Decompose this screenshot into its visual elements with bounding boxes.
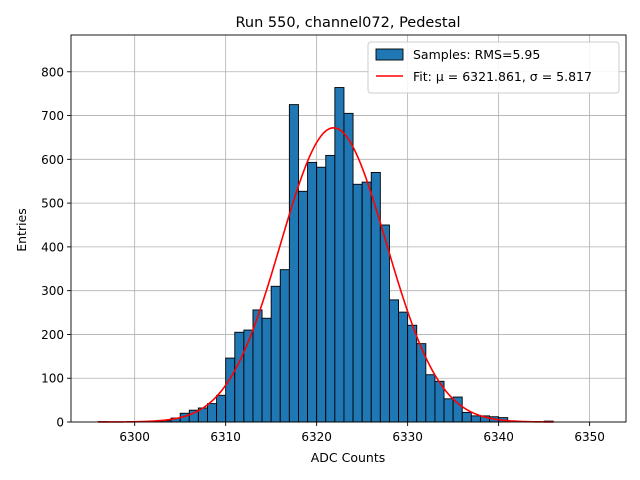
legend: Samples: RMS=5.95 Fit: μ = 6321.861, σ =… xyxy=(367,41,620,94)
histogram-bar xyxy=(307,161,318,423)
x-tick-label: 6340 xyxy=(483,430,514,444)
histogram-bar xyxy=(316,166,327,423)
legend-samples-label: Samples: RMS=5.95 xyxy=(413,47,540,62)
x-tick-label: 6330 xyxy=(392,430,423,444)
legend-samples-swatch xyxy=(375,48,404,61)
legend-box xyxy=(367,41,620,94)
histogram-bar xyxy=(470,415,481,423)
x-tick-label: 6300 xyxy=(119,430,150,444)
histogram-bar xyxy=(270,285,281,423)
histogram-bar xyxy=(352,183,363,423)
histogram-bar xyxy=(288,104,299,423)
plot-frame xyxy=(70,34,627,423)
histogram-bar xyxy=(261,317,272,423)
histogram-bar xyxy=(225,357,236,423)
x-tick-label: 6320 xyxy=(301,430,332,444)
chart-title: Run 550, channel072, Pedestal xyxy=(235,15,460,31)
y-tick-label: 200 xyxy=(41,328,64,342)
histogram-bar xyxy=(407,324,418,423)
histogram-bar xyxy=(443,398,454,423)
x-axis-ticks: 6300 6310 6320 6330 6340 6350 xyxy=(119,422,605,444)
gaussian-fit-curve xyxy=(98,127,554,423)
y-tick-label: 500 xyxy=(41,197,64,211)
histogram-bar xyxy=(334,87,345,423)
histogram-bar xyxy=(425,374,436,423)
histogram-bar xyxy=(234,331,245,423)
histogram-bar xyxy=(298,190,309,423)
histogram-bars xyxy=(97,87,554,423)
y-axis-label: Entries xyxy=(14,208,29,252)
x-axis-label: ADC Counts xyxy=(311,450,386,465)
x-tick-label: 6310 xyxy=(210,430,241,444)
y-tick-label: 0 xyxy=(56,416,64,430)
y-tick-label: 800 xyxy=(41,65,64,79)
histogram-bar xyxy=(461,411,472,423)
histogram-bar xyxy=(388,299,399,423)
histogram-bar xyxy=(207,403,218,423)
histogram-bar xyxy=(279,269,290,423)
legend-fit-label: Fit: μ = 6321.861, σ = 5.817 xyxy=(413,69,592,84)
histogram-bar xyxy=(379,224,390,423)
histogram-bar xyxy=(361,181,372,423)
y-tick-label: 100 xyxy=(41,372,64,386)
histogram-bar xyxy=(343,112,354,423)
histogram-bar xyxy=(243,329,254,423)
y-tick-label: 600 xyxy=(41,153,64,167)
y-axis-ticks: 0 100 200 300 400 500 600 700 800 xyxy=(41,65,71,430)
x-tick-label: 6350 xyxy=(574,430,605,444)
histogram-bar xyxy=(325,154,336,423)
y-tick-label: 400 xyxy=(41,240,64,254)
y-tick-label: 700 xyxy=(41,109,64,123)
histogram-bar xyxy=(216,394,227,423)
histogram-bar xyxy=(398,311,409,423)
y-tick-label: 300 xyxy=(41,284,64,298)
